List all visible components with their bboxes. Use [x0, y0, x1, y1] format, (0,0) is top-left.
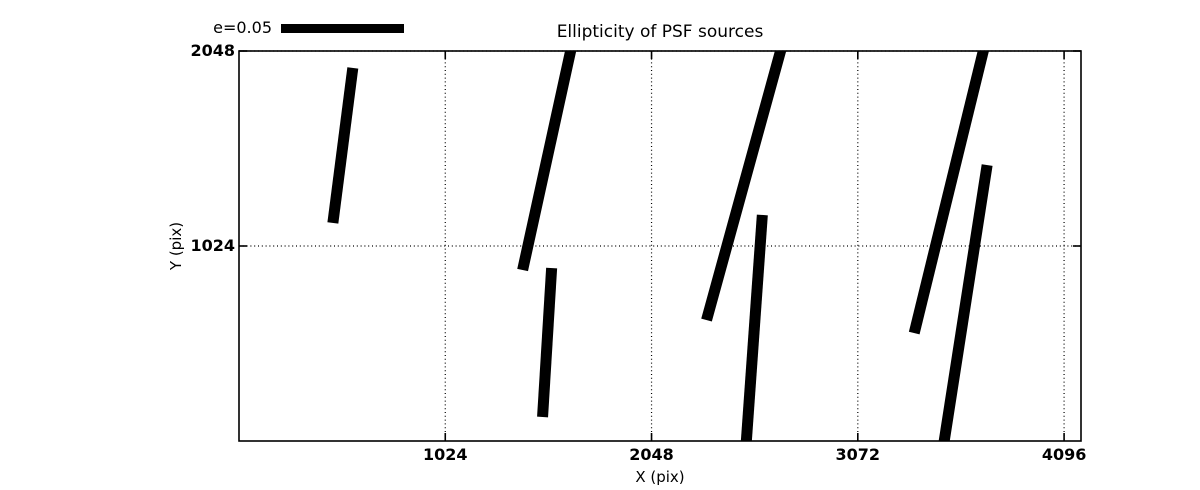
ellipticity-stick [740, 214, 768, 441]
ellipticity-stick [908, 51, 989, 335]
plot-gridlines [239, 50, 1081, 441]
axis-tick-marks [239, 50, 1081, 441]
ellipticity-stick [938, 164, 993, 441]
ellipticity-stick [537, 267, 558, 418]
y-tick-label: 2048 [190, 41, 235, 60]
x-axis-label: X (pix) [635, 468, 685, 486]
x-tick-label: 3072 [835, 445, 881, 464]
ellipticity-stick [701, 51, 787, 322]
plot-title: Ellipticity of PSF sources [556, 22, 764, 42]
legend-label: e=0.05 [213, 18, 272, 37]
x-tick-label: 1024 [423, 445, 468, 464]
ellipticity-stick [517, 51, 577, 272]
x-tick-label: 2048 [629, 445, 674, 464]
ellipticity-stick [327, 67, 359, 224]
x-tick-label: 4096 [1041, 445, 1087, 464]
legend-scale-bar [281, 24, 404, 33]
y-tick-label: 1024 [190, 236, 235, 255]
psf-ellipticity-sticks [327, 51, 993, 441]
